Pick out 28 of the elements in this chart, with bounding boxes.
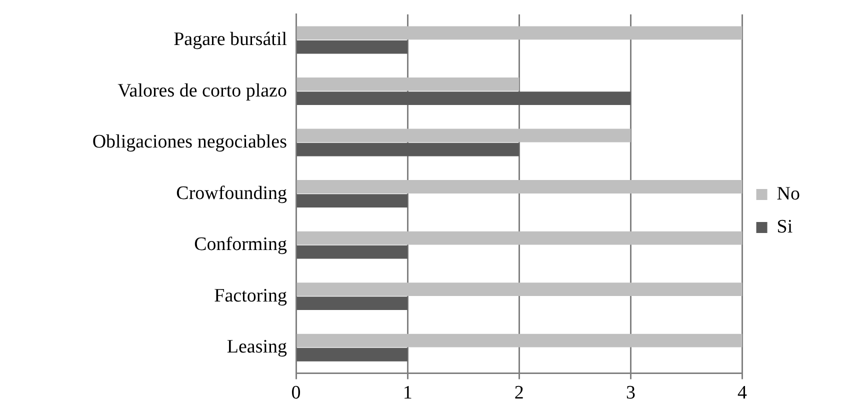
bar: [296, 180, 742, 194]
bar: [296, 128, 631, 142]
bar: [296, 78, 520, 91]
x-tick-label: 1: [402, 382, 412, 404]
y-tick-label: Leasing: [226, 336, 288, 358]
y-tick-label: Crowfounding: [176, 182, 288, 204]
bar: [296, 348, 408, 362]
bar: [296, 194, 408, 208]
legend-label: No: [776, 183, 800, 204]
y-tick-label: Obligaciones negociables: [92, 132, 287, 153]
legend-label: Si: [776, 216, 793, 238]
bar: [296, 26, 742, 40]
bar: [296, 282, 742, 296]
bar: [296, 245, 408, 259]
bar: [296, 334, 742, 348]
x-tick-label: 2: [514, 382, 524, 404]
x-tick-label: 0: [291, 382, 301, 404]
y-tick-label: Valores de corto plazo: [118, 80, 287, 102]
bar: [296, 231, 742, 245]
bar: [296, 40, 408, 54]
bar: [296, 92, 631, 106]
y-tick-label: Factoring: [214, 285, 288, 306]
x-tick-label: 3: [626, 382, 636, 404]
y-tick-label: Pagare bursátil: [174, 29, 287, 50]
bar: [296, 296, 408, 310]
y-tick-label: Conforming: [194, 234, 288, 256]
bar: [296, 142, 520, 156]
x-tick-label: 4: [738, 382, 748, 404]
